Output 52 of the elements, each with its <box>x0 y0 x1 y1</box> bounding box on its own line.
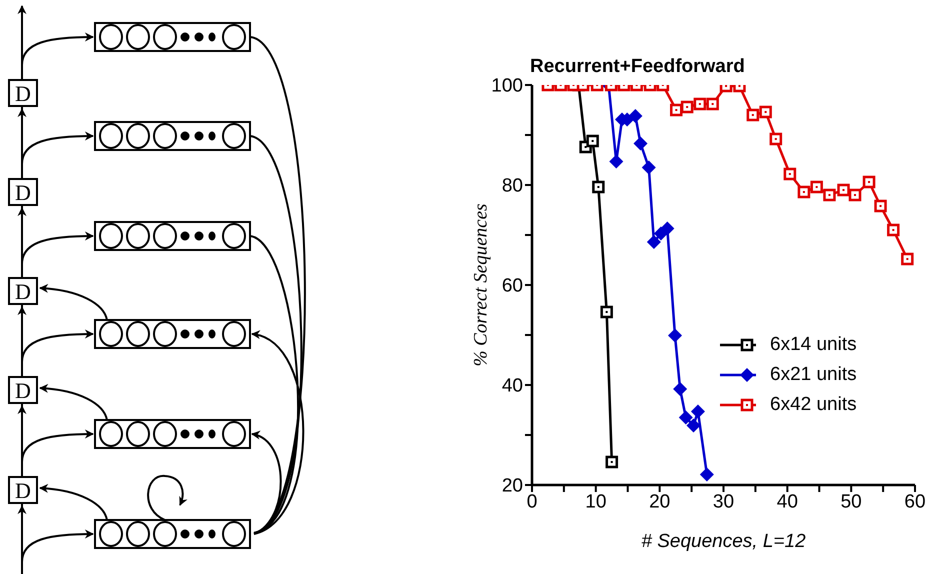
point <box>700 468 714 482</box>
chart-title: Recurrent+Feedforward <box>530 56 745 78</box>
point <box>784 168 796 180</box>
x-tick-label: 0 <box>526 491 538 512</box>
point <box>642 160 656 174</box>
point <box>634 136 648 150</box>
x-tick-label: 60 <box>904 491 926 512</box>
point <box>810 180 823 194</box>
point <box>686 418 700 432</box>
point <box>694 98 706 110</box>
point <box>798 186 810 198</box>
legend-label: 6x21 units <box>770 364 857 386</box>
y-tick-label: 20 <box>502 476 523 497</box>
point <box>606 456 618 468</box>
point <box>848 188 862 202</box>
point <box>862 176 876 188</box>
point <box>668 328 682 342</box>
legend-label: 6x14 units <box>770 334 857 356</box>
point <box>901 252 914 266</box>
point <box>837 184 850 196</box>
legend-label: 6x42 units <box>770 394 857 416</box>
network-diagram: D D D D D <box>8 5 306 574</box>
point <box>670 104 683 116</box>
y-axis-title: % Correct Sequences <box>470 204 492 366</box>
x-tick-label: 20 <box>649 491 670 512</box>
point <box>600 306 613 318</box>
y-tick-label: 100 <box>491 76 523 97</box>
x-tick-label: 50 <box>840 491 862 512</box>
y-tick-label: 40 <box>502 376 523 397</box>
point <box>887 224 900 236</box>
y-tick-label: 80 <box>502 176 523 197</box>
point <box>823 188 836 202</box>
point <box>690 404 705 418</box>
point <box>673 382 688 396</box>
point <box>678 410 693 424</box>
point <box>609 154 624 168</box>
y-tick-label: 60 <box>502 276 523 297</box>
point <box>706 98 719 110</box>
point <box>628 109 642 123</box>
point <box>746 108 760 122</box>
x-tick-label: 40 <box>776 491 798 512</box>
point <box>770 132 782 146</box>
point <box>680 100 694 114</box>
point <box>586 134 599 148</box>
point <box>759 106 772 118</box>
x-axis-title: # Sequences, L=12 <box>641 531 806 552</box>
point <box>874 200 887 212</box>
x-tick-label: 30 <box>712 491 734 512</box>
point <box>592 180 605 194</box>
x-tick-label: 10 <box>585 491 606 512</box>
point <box>646 235 661 249</box>
point <box>660 222 674 236</box>
